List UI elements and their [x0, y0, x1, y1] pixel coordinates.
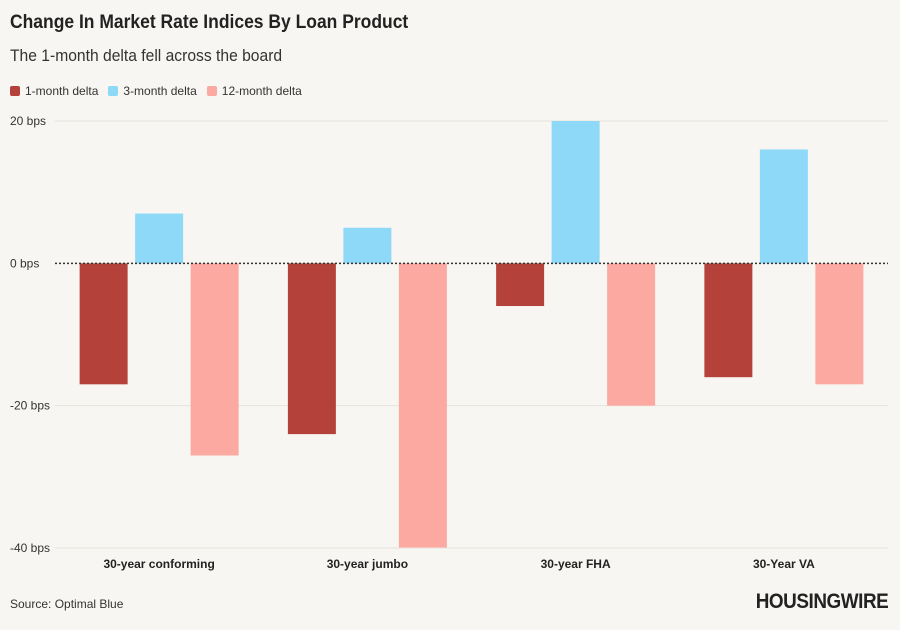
- x-tick-label: 30-year FHA: [541, 557, 611, 571]
- legend-item-12-month: 12-month delta: [206, 84, 302, 98]
- legend-label-3-month: 3-month delta: [123, 84, 197, 98]
- legend-label-1-month: 1-month delta: [25, 84, 99, 98]
- x-tick-label: 30-year jumbo: [327, 557, 408, 571]
- bar: [343, 227, 392, 264]
- legend-swatch-3-month: [108, 86, 119, 96]
- legend-swatch-12-month: [206, 86, 217, 96]
- bar: [190, 263, 239, 456]
- x-tick-label: 30-Year VA: [753, 557, 815, 571]
- bar: [607, 263, 656, 406]
- bar: [135, 213, 184, 264]
- y-tick-label: 0 bps: [10, 256, 39, 270]
- bar: [759, 149, 808, 264]
- chart-title: Change In Market Rate Indices By Loan Pr…: [10, 12, 409, 33]
- legend-swatch-1-month: [10, 86, 20, 96]
- legend-label-12-month: 12-month delta: [221, 84, 302, 98]
- y-tick-label: -20 bps: [10, 399, 50, 413]
- bar: [496, 263, 545, 307]
- bar: [398, 263, 447, 548]
- y-tick-label: 20 bps: [10, 114, 46, 128]
- housingwire-logo: HOUSINGWIRE: [755, 590, 888, 613]
- bar: [79, 263, 128, 385]
- x-tick-label: 30-year conforming: [103, 557, 214, 571]
- y-tick-label: -40 bps: [10, 541, 50, 555]
- bar: [551, 121, 600, 264]
- bar: [287, 263, 336, 435]
- bar: [704, 263, 753, 378]
- source-note: Source: Optimal Blue: [10, 597, 124, 611]
- legend-item-3-month: 3-month delta: [108, 84, 197, 98]
- bar: [815, 263, 864, 385]
- chart-subtitle: The 1-month delta fell across the board: [10, 46, 283, 65]
- legend: 1-month delta 3-month delta 12-month del…: [10, 84, 312, 98]
- legend-item-1-month: 1-month delta: [10, 84, 98, 98]
